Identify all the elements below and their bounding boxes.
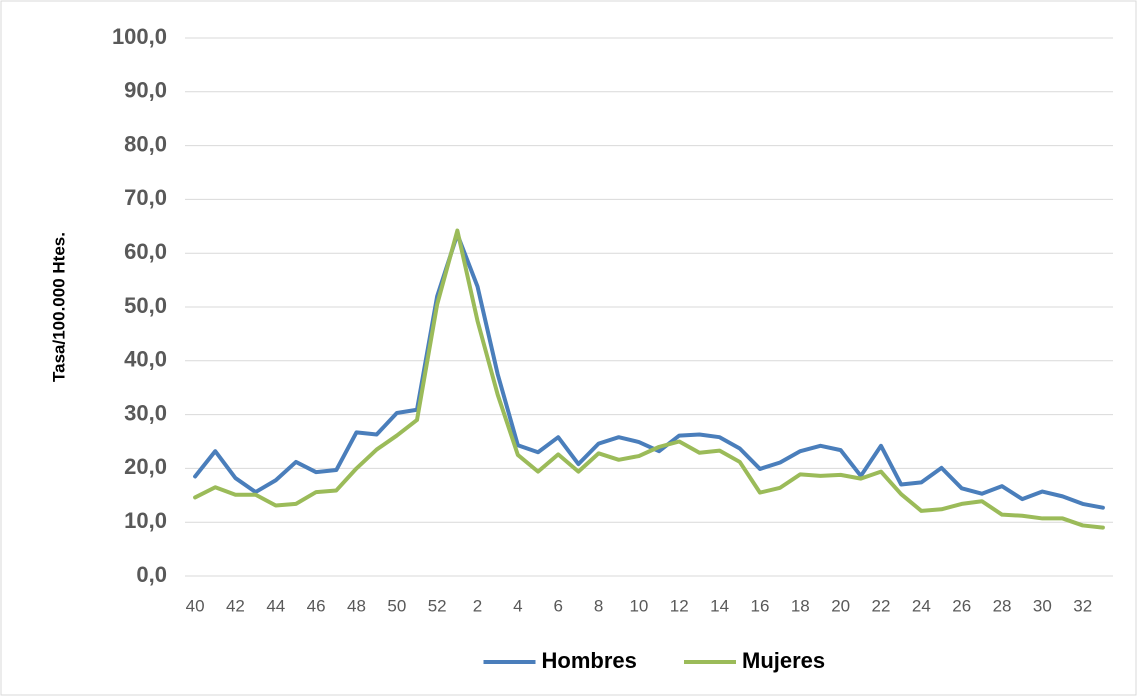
x-tick-label: 52 <box>428 596 447 615</box>
y-tick-label: 80,0 <box>124 131 167 156</box>
series-line <box>193 228 1105 530</box>
x-tick-label: 32 <box>1073 596 1092 615</box>
y-tick-label: 100,0 <box>112 24 167 49</box>
x-tick-label: 28 <box>993 596 1012 615</box>
x-tick-label: 22 <box>872 596 891 615</box>
y-tick-label: 50,0 <box>124 293 167 318</box>
x-tick-label: 4 <box>513 596 522 615</box>
x-tick-label: 24 <box>912 596 931 615</box>
x-tick-label: 6 <box>553 596 562 615</box>
y-tick-label: 10,0 <box>124 508 167 533</box>
y-tick-label: 20,0 <box>124 454 167 479</box>
x-tick-label: 2 <box>473 596 482 615</box>
y-axis-title: Tasa/100.000 Htes. <box>49 232 68 382</box>
x-tick-label: 8 <box>594 596 603 615</box>
series-line <box>193 232 1105 510</box>
y-tick-label: 0,0 <box>136 562 167 587</box>
x-tick-label: 14 <box>710 596 729 615</box>
x-tick-label: 18 <box>791 596 810 615</box>
legend-label: Mujeres <box>742 648 825 673</box>
x-tick-label: 40 <box>186 596 205 615</box>
x-tick-label: 16 <box>750 596 769 615</box>
x-tick-label: 12 <box>670 596 689 615</box>
x-tick-label: 46 <box>307 596 326 615</box>
legend-label: Hombres <box>542 648 637 673</box>
x-tick-label: 10 <box>629 596 648 615</box>
x-tick-label: 20 <box>831 596 850 615</box>
y-tick-label: 60,0 <box>124 239 167 264</box>
x-tick-label: 50 <box>387 596 406 615</box>
y-tick-label: 70,0 <box>124 185 167 210</box>
y-tick-label: 40,0 <box>124 347 167 372</box>
x-tick-label: 48 <box>347 596 366 615</box>
x-tick-label: 30 <box>1033 596 1052 615</box>
y-tick-label: 90,0 <box>124 78 167 103</box>
x-tick-label: 44 <box>266 596 285 615</box>
x-tick-label: 26 <box>952 596 971 615</box>
x-tick-label: 42 <box>226 596 245 615</box>
y-tick-label: 30,0 <box>124 400 167 425</box>
